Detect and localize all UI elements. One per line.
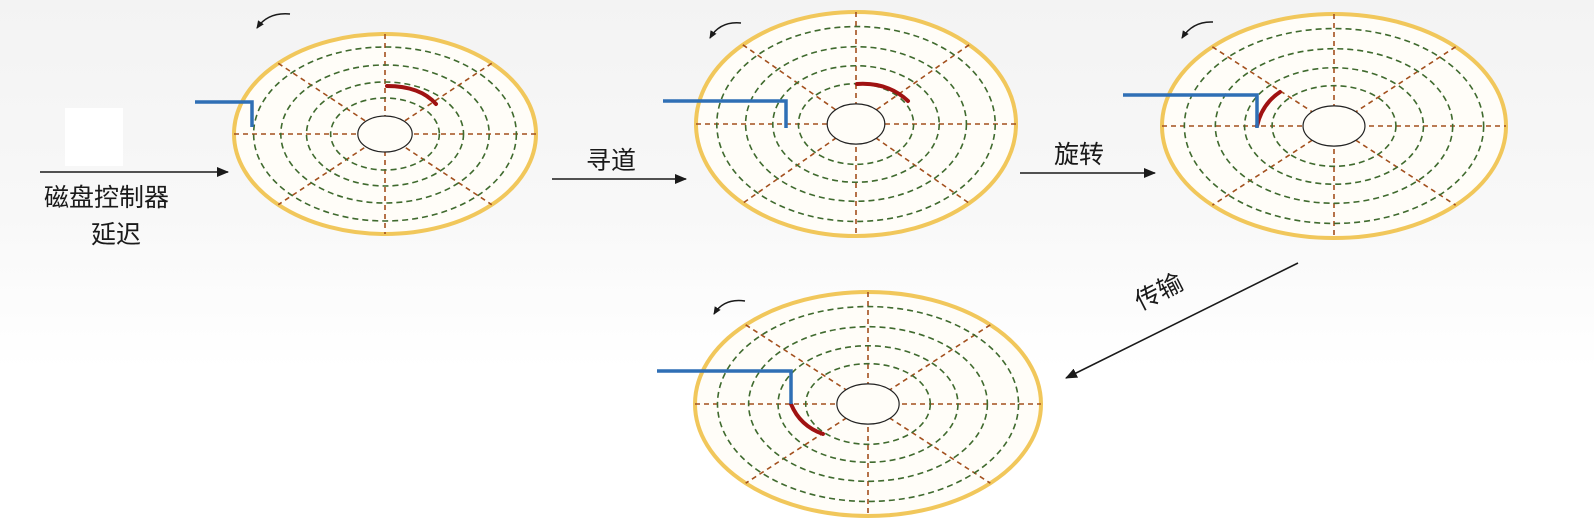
track-ring <box>804 362 932 446</box>
data-sector-arc <box>385 84 438 106</box>
read-write-arm <box>663 99 788 128</box>
track-ring <box>716 305 1020 503</box>
read-write-arm <box>1123 93 1259 128</box>
track-ring <box>771 64 940 184</box>
track-ring <box>280 64 490 204</box>
track-ring <box>1271 84 1397 168</box>
track-ring <box>1243 66 1425 186</box>
track-ring <box>747 325 989 483</box>
read-write-arm <box>195 100 254 127</box>
rotation-arrow <box>709 22 742 39</box>
controller-delay-label-line2: 延迟 <box>91 220 142 249</box>
spindle-hub <box>357 115 413 153</box>
rotation-arrow <box>713 299 746 315</box>
data-sector-arc <box>855 81 910 103</box>
track-ring <box>252 46 518 222</box>
track-ring <box>1214 47 1454 205</box>
track-ring <box>777 344 959 464</box>
disk-platter-3 <box>1123 12 1508 240</box>
controller-delay-label-line1: 磁盘控制器 <box>44 183 170 212</box>
spindle-hub <box>1302 105 1366 147</box>
spindle-hub <box>836 383 900 425</box>
data-sector-arc <box>789 402 825 436</box>
rotation-arrow <box>256 13 291 29</box>
transfer-arrow <box>1065 262 1299 379</box>
blank-patch <box>65 108 123 166</box>
track-ring <box>744 45 968 203</box>
disk-platter-1 <box>195 13 538 236</box>
rotation-arrow <box>1181 21 1214 39</box>
track-ring <box>1183 27 1485 225</box>
spindle-hub <box>826 103 886 145</box>
read-write-arm <box>657 369 793 404</box>
disk-platter-4 <box>657 290 1043 518</box>
track-ring <box>305 81 465 187</box>
disk-platter-2 <box>663 10 1018 238</box>
track-ring <box>715 25 996 223</box>
track-ring <box>329 97 441 171</box>
seek-label: 寻道 <box>586 146 637 175</box>
rotate-label: 旋转 <box>1054 140 1105 169</box>
